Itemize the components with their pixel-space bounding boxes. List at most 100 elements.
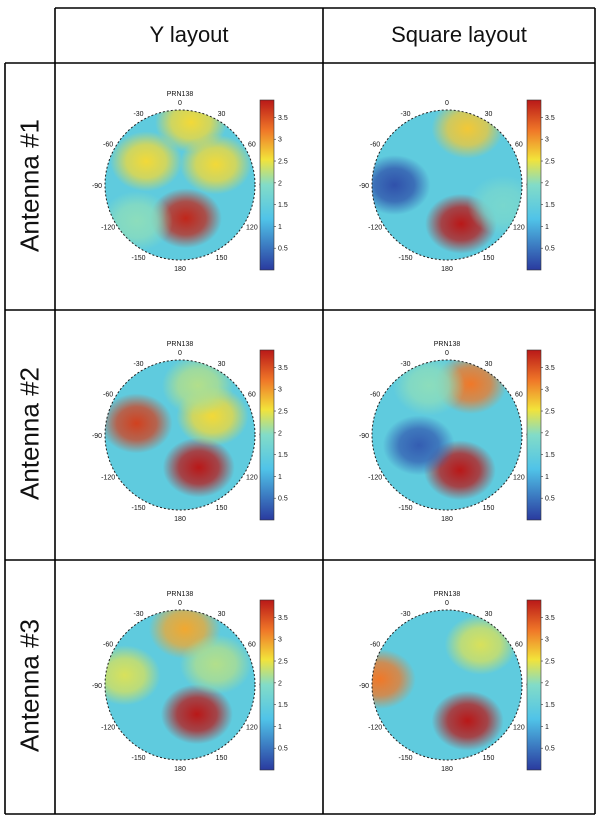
colorbar-tick-label: 1.5 [278, 702, 288, 709]
angle-label: -30 [400, 111, 410, 118]
panel-title: PRN138 [167, 591, 194, 598]
angle-label: 0 [445, 350, 449, 357]
polar-panel: PRN1380306090120150180-150-120-90-60-300… [92, 341, 288, 523]
colorbar-tick-label: 1.5 [545, 452, 555, 459]
colorbar [526, 599, 542, 771]
heat-blob [372, 155, 431, 215]
colorbar [526, 99, 542, 271]
colorbar-tick-label: 1.5 [545, 202, 555, 209]
angle-label: 120 [246, 725, 258, 732]
angle-label: 180 [174, 266, 186, 273]
angle-label: 150 [483, 755, 495, 762]
colorbar-tick-label: 1.5 [278, 202, 288, 209]
polar-panel: 0306090120150180-150-120-90-60-300.511.5… [359, 99, 555, 273]
panel-title: PRN138 [434, 341, 461, 348]
angle-label: 30 [485, 361, 493, 368]
angle-label: -60 [103, 142, 113, 149]
colorbar-tick-label: 3.5 [278, 365, 288, 372]
polar-outline [371, 359, 523, 511]
heat-blob [161, 360, 234, 416]
polar-outline [104, 359, 256, 511]
colorbar-tick-label: 0.5 [545, 746, 555, 753]
angle-label: 180 [441, 766, 453, 773]
angle-label: 60 [248, 142, 256, 149]
angle-label: 0 [178, 350, 182, 357]
angle-label: 180 [174, 766, 186, 773]
heat-blob [162, 437, 235, 498]
colorbar-tick-label: 1 [545, 224, 549, 231]
table-grid [4, 7, 596, 815]
colorbar-tick-label: 3 [545, 637, 549, 644]
angle-label: 60 [515, 142, 523, 149]
colorbar-tick-label: 1 [545, 474, 549, 481]
angle-label: -120 [101, 475, 115, 482]
angle-label: -30 [400, 361, 410, 368]
colorbar-tick-label: 1 [278, 224, 282, 231]
row-label-antenna-3: Antenna #3 [14, 619, 45, 753]
row-label-antenna-2: Antenna #2 [14, 367, 45, 501]
angle-label: 120 [513, 725, 525, 732]
colorbar [526, 349, 542, 521]
angle-label: -120 [368, 475, 382, 482]
colorbar-tick-label: 0.5 [278, 496, 288, 503]
angle-label: 120 [246, 475, 258, 482]
column-header-square-layout: Square layout [391, 22, 527, 47]
angle-label: -60 [370, 142, 380, 149]
polar-panel: PRN1380306090120150180-150-120-90-60-300… [92, 91, 288, 273]
heat-blob [431, 110, 504, 159]
polar-outline [104, 109, 256, 261]
colorbar-tick-label: 3.5 [278, 115, 288, 122]
polar-panel: PRN1380306090120150180-150-120-90-60-300… [359, 341, 555, 523]
angle-label: -30 [133, 111, 143, 118]
angle-label: 0 [178, 600, 182, 607]
colorbar-tick-label: 3 [545, 387, 549, 394]
angle-label: 0 [178, 100, 182, 107]
colorbar-tick-label: 0.5 [545, 246, 555, 253]
angle-label: -60 [370, 392, 380, 399]
angle-label: -90 [92, 433, 102, 440]
angle-label: -30 [133, 611, 143, 618]
panel-title: PRN138 [434, 591, 461, 598]
colorbar-tick-label: 2 [545, 180, 549, 187]
heat-blob [179, 134, 252, 195]
colorbar-tick-label: 1 [278, 724, 282, 731]
colorbar-tick-label: 0.5 [278, 746, 288, 753]
angle-label: 150 [483, 255, 495, 262]
colorbar-tick-label: 3.5 [278, 615, 288, 622]
colorbar-tick-label: 3.5 [545, 615, 555, 622]
angle-label: -30 [133, 361, 143, 368]
angle-label: -90 [359, 433, 369, 440]
angle-label: 60 [248, 392, 256, 399]
angle-label: -120 [368, 725, 382, 732]
angle-label: 30 [218, 611, 226, 618]
angle-label: -90 [92, 683, 102, 690]
panel-title: PRN138 [167, 341, 194, 348]
angle-label: -60 [370, 642, 380, 649]
angle-label: -150 [131, 505, 145, 512]
heat-blob [105, 191, 173, 252]
angle-label: -120 [101, 725, 115, 732]
angle-label: 180 [174, 516, 186, 523]
angle-label: 120 [513, 225, 525, 232]
panels: PRN1380306090120150180-150-120-90-60-300… [92, 91, 555, 773]
colorbar-tick-label: 3.5 [545, 115, 555, 122]
angle-label: -120 [101, 225, 115, 232]
colorbar-tick-label: 2 [545, 430, 549, 437]
panel-title: PRN138 [167, 91, 194, 98]
colorbar-tick-label: 0.5 [545, 496, 555, 503]
colorbar-tick-label: 3 [278, 137, 282, 144]
angle-label: 150 [483, 505, 495, 512]
angle-label: -90 [359, 183, 369, 190]
angle-label: 60 [515, 642, 523, 649]
heat-blob [160, 684, 233, 745]
colorbar-tick-label: 3.5 [545, 365, 555, 372]
heat-blob [382, 415, 455, 476]
heat-blob [372, 649, 416, 710]
heat-blob [393, 360, 466, 416]
colorbar-tick-label: 2.5 [278, 409, 288, 416]
polar-outline [371, 609, 523, 761]
colorbar-tick-label: 2.5 [545, 659, 555, 666]
angle-label: -90 [92, 183, 102, 190]
angle-label: 120 [513, 475, 525, 482]
polar-outline [104, 609, 256, 761]
